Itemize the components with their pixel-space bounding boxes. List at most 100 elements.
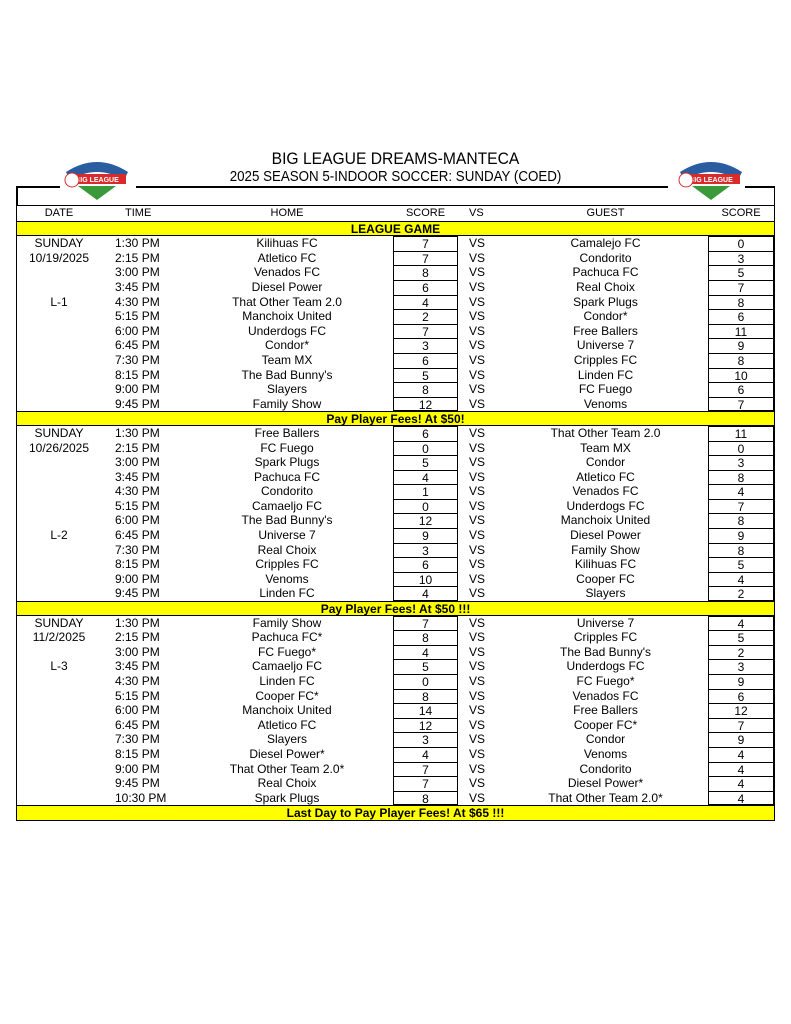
- home-team-cell: Real Choix: [257, 542, 317, 557]
- home-team-cell: That Other Team 2.0: [232, 294, 342, 309]
- guest-team-cell: Team MX: [580, 440, 631, 455]
- guest-score-cell: 0: [708, 236, 774, 251]
- table-row: 3:00 PM Venados FC 8 VS Pachuca FC 5: [17, 265, 774, 280]
- table-row: 3:00 PM FC Fuego* 4 VS The Bad Bunny's 2: [17, 644, 774, 660]
- vs-cell: VS: [469, 746, 486, 761]
- guest-score-cell: 9: [708, 528, 774, 543]
- home-team-cell: Manchoix United: [242, 309, 332, 324]
- home-score-cell: 7: [393, 250, 458, 266]
- guest-score-cell: 5: [708, 557, 774, 572]
- vs-cell: VS: [469, 557, 486, 572]
- guest-team-cell: Kilihuas FC: [574, 557, 637, 572]
- home-team-cell: Underdogs FC: [247, 323, 327, 338]
- date-cell: [17, 265, 101, 280]
- fees-banner: Pay Player Fees! At $50 !!!: [17, 601, 774, 616]
- table-row: 4:30 PM Condorito 1 VS Venados FC 4: [17, 484, 774, 499]
- home-team-cell: Condor*: [264, 338, 310, 353]
- time-cell: 9:00 PM: [115, 761, 160, 776]
- svg-text:BIG LEAGUE: BIG LEAGUE: [689, 177, 733, 184]
- big-league-dreams-logo-left: BIG LEAGUE: [64, 162, 128, 200]
- guest-score-cell: 7: [708, 396, 774, 412]
- schedule-table: DATE TIME HOME SCORE VS GUEST SCORE LEAG…: [16, 188, 775, 821]
- home-team-cell: Family Show: [252, 396, 322, 411]
- svg-text:BIG LEAGUE: BIG LEAGUE: [75, 177, 119, 184]
- guest-team-cell: Cripples FC: [573, 352, 638, 367]
- home-score-cell: 12: [393, 396, 458, 412]
- home-score-cell: 2: [393, 309, 458, 324]
- guest-score-cell: 4: [708, 484, 774, 499]
- table-row: 3:45 PM Diesel Power 6 VS Real Choix 7: [17, 279, 774, 295]
- guest-team-cell: Venados FC: [572, 484, 639, 499]
- home-team-cell: Spark Plugs: [254, 455, 320, 470]
- vs-cell: VS: [469, 367, 486, 382]
- time-cell: 9:45 PM: [115, 776, 160, 791]
- time-cell: 7:30 PM: [115, 542, 160, 557]
- time-cell: 8:15 PM: [115, 557, 160, 572]
- table-row: 9:00 PM Slayers 8 VS FC Fuego 6: [17, 382, 774, 397]
- vs-cell: VS: [469, 542, 486, 557]
- date-cell: [17, 776, 101, 791]
- home-score-cell: 5: [393, 455, 458, 470]
- time-cell: 9:00 PM: [115, 571, 160, 586]
- home-score-cell: 7: [393, 761, 458, 777]
- home-team-cell: Universe 7: [258, 528, 316, 543]
- league-game-banner: LEAGUE GAME: [17, 221, 774, 237]
- home-team-cell: Cooper FC*: [255, 688, 319, 703]
- date-cell: L-2: [50, 528, 68, 543]
- table-row: 3:45 PM Pachuca FC 4 VS Atletico FC 8: [17, 469, 774, 485]
- vs-cell: VS: [469, 586, 486, 601]
- vs-cell: VS: [469, 615, 486, 630]
- header-time: TIME: [125, 207, 152, 219]
- home-team-cell: Condorito: [260, 484, 314, 499]
- home-team-cell: Cripples FC: [255, 557, 319, 572]
- date-cell: [17, 703, 101, 718]
- home-score-cell: 9: [393, 528, 458, 543]
- date-cell: [17, 397, 101, 412]
- guest-team-cell: Linden FC: [577, 367, 634, 382]
- vs-cell: VS: [469, 703, 486, 718]
- time-cell: 6:45 PM: [115, 717, 160, 732]
- date-cell: SUNDAY: [34, 425, 84, 440]
- guest-team-cell: Diesel Power*: [567, 776, 644, 791]
- home-score-cell: 12: [393, 513, 458, 528]
- home-team-cell: Venoms: [265, 571, 309, 586]
- table-row: 5:15 PM Camaeljo FC 0 VS Underdogs FC 7: [17, 498, 774, 514]
- page-subtitle: 2025 SEASON 5-INDOOR SOCCER: SUNDAY (COE…: [229, 169, 562, 185]
- home-score-cell: 10: [393, 571, 458, 587]
- header-guest: GUEST: [586, 207, 625, 219]
- vs-cell: VS: [469, 688, 486, 703]
- date-cell: [17, 572, 101, 587]
- home-score-cell: 7: [393, 323, 458, 339]
- date-cell: SUNDAY: [34, 615, 84, 630]
- time-cell: 3:00 PM: [115, 265, 160, 280]
- table-row: 9:45 PM Real Choix 7 VS Diesel Power* 4: [17, 776, 774, 791]
- time-cell: 1:30 PM: [115, 236, 160, 251]
- home-score-cell: 3: [393, 338, 458, 353]
- guest-score-cell: 9: [708, 674, 774, 689]
- guest-score-cell: 0: [708, 440, 774, 456]
- table-row: 6:00 PM The Bad Bunny's 12 VS Manchoix Unite…: [17, 513, 774, 528]
- vs-cell: VS: [469, 323, 486, 338]
- time-cell: 5:15 PM: [115, 498, 160, 513]
- time-cell: 9:00 PM: [115, 382, 160, 397]
- date-cell: [17, 689, 101, 704]
- guest-team-cell: Condorito: [579, 250, 632, 265]
- fees-banner: Last Day to Pay Player Fees! At $65 !!!: [17, 805, 774, 820]
- date-cell: [17, 791, 101, 806]
- guest-score-cell: 2: [708, 644, 774, 660]
- guest-score-cell: 4: [708, 615, 774, 631]
- home-score-cell: 5: [393, 659, 458, 674]
- guest-score-cell: 10: [708, 367, 774, 383]
- home-score-cell: 0: [393, 440, 458, 456]
- guest-score-cell: 9: [708, 732, 774, 747]
- home-score-cell: 4: [393, 294, 458, 310]
- guest-team-cell: The Bad Bunny's: [559, 644, 651, 659]
- vs-cell: VS: [469, 250, 486, 265]
- home-team-cell: Kilihuas FC: [256, 236, 318, 251]
- time-cell: 9:45 PM: [115, 396, 160, 411]
- home-score-cell: 4: [393, 586, 458, 601]
- home-score-cell: 6: [393, 425, 458, 441]
- vs-cell: VS: [469, 338, 486, 353]
- divider: [745, 186, 775, 188]
- table-row: 6:45 PM Atletico FC 12 VS Cooper FC* 7: [17, 717, 774, 733]
